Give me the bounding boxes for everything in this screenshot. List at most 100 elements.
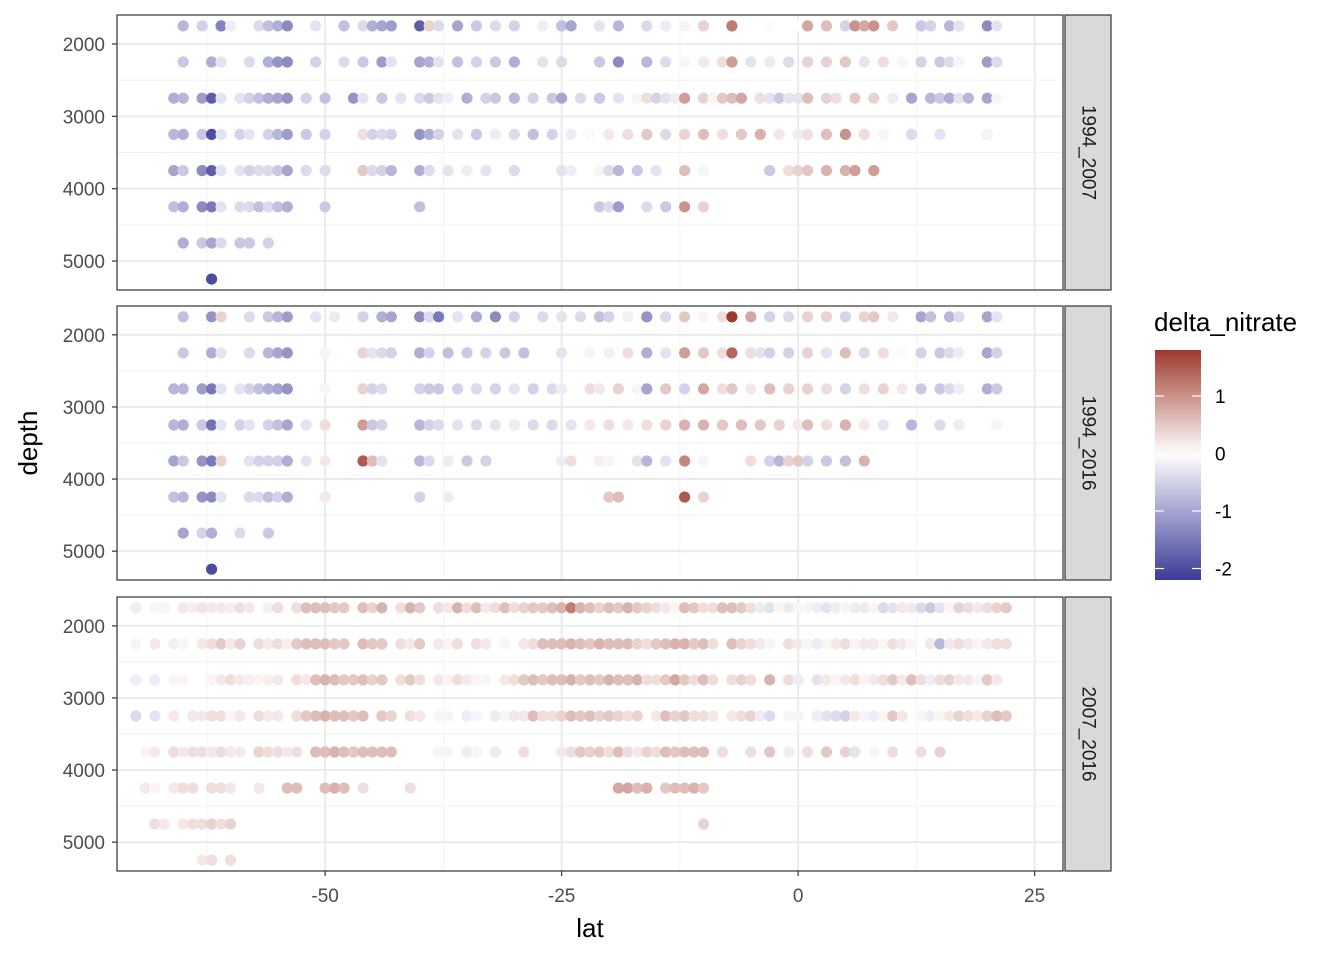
data-point bbox=[802, 20, 814, 32]
data-point bbox=[849, 165, 861, 177]
data-point bbox=[253, 201, 265, 213]
data-point bbox=[991, 56, 1003, 68]
data-point bbox=[962, 602, 975, 614]
data-point bbox=[896, 674, 908, 686]
data-point bbox=[603, 455, 615, 467]
data-point bbox=[792, 92, 804, 104]
data-point bbox=[366, 455, 378, 467]
data-point bbox=[262, 746, 274, 758]
data-point bbox=[196, 20, 208, 32]
data-point bbox=[206, 165, 218, 177]
data-point bbox=[224, 818, 237, 830]
data-point bbox=[934, 674, 946, 686]
data-point bbox=[281, 383, 293, 395]
data-point bbox=[196, 201, 208, 213]
data-point bbox=[385, 710, 397, 722]
data-point bbox=[631, 383, 643, 395]
data-point bbox=[773, 455, 785, 467]
data-point bbox=[168, 638, 180, 650]
data-point bbox=[234, 746, 246, 758]
data-point bbox=[215, 710, 227, 722]
data-point bbox=[385, 20, 397, 32]
data-point bbox=[697, 201, 710, 213]
data-point bbox=[764, 92, 776, 104]
data-point bbox=[877, 383, 889, 395]
data-point bbox=[177, 419, 189, 431]
data-point bbox=[679, 710, 691, 722]
data-point bbox=[991, 92, 1003, 104]
data-point bbox=[196, 746, 208, 758]
data-point bbox=[508, 128, 520, 140]
data-point bbox=[243, 347, 255, 359]
data-point bbox=[849, 638, 861, 650]
data-point bbox=[206, 92, 218, 104]
data-point bbox=[452, 311, 464, 323]
data-point bbox=[177, 347, 189, 359]
data-point bbox=[215, 455, 227, 467]
data-point bbox=[376, 347, 388, 359]
data-point bbox=[527, 419, 539, 431]
data-point bbox=[130, 602, 142, 614]
data-point bbox=[915, 347, 927, 359]
data-point bbox=[300, 710, 312, 722]
data-point bbox=[660, 20, 672, 32]
data-point bbox=[603, 491, 615, 503]
data-point bbox=[158, 602, 170, 614]
data-point bbox=[206, 602, 218, 614]
data-point bbox=[319, 746, 331, 758]
data-point bbox=[593, 201, 606, 213]
data-point bbox=[366, 602, 378, 614]
data-point bbox=[972, 710, 984, 722]
data-point bbox=[660, 347, 672, 359]
data-point bbox=[262, 638, 274, 650]
data-point bbox=[641, 383, 653, 395]
data-point bbox=[518, 710, 530, 722]
data-point bbox=[565, 602, 577, 614]
panel-border bbox=[116, 14, 1064, 291]
data-point bbox=[631, 638, 643, 650]
data-point bbox=[262, 710, 274, 722]
data-point bbox=[262, 419, 274, 431]
data-point bbox=[697, 491, 710, 503]
data-point bbox=[366, 419, 378, 431]
data-point bbox=[981, 128, 993, 140]
data-point bbox=[215, 383, 227, 395]
data-point bbox=[329, 602, 341, 614]
data-point bbox=[679, 128, 691, 140]
data-point bbox=[612, 491, 625, 503]
data-point bbox=[423, 128, 435, 140]
data-point bbox=[319, 455, 331, 467]
data-point bbox=[631, 92, 643, 104]
data-point bbox=[433, 710, 445, 722]
data-point bbox=[858, 311, 870, 323]
data-point bbox=[896, 602, 908, 614]
data-point bbox=[792, 638, 804, 650]
data-point bbox=[906, 419, 918, 431]
data-point bbox=[357, 128, 369, 140]
data-point bbox=[868, 602, 880, 614]
data-point bbox=[272, 311, 284, 323]
data-point bbox=[565, 746, 577, 758]
data-point bbox=[962, 710, 975, 722]
data-point bbox=[830, 602, 842, 614]
data-point bbox=[366, 674, 378, 686]
data-point bbox=[754, 638, 766, 650]
data-point bbox=[802, 165, 814, 177]
data-point bbox=[433, 383, 445, 395]
data-point bbox=[792, 128, 804, 140]
data-point bbox=[234, 710, 246, 722]
data-point bbox=[631, 455, 643, 467]
data-point bbox=[716, 56, 729, 68]
data-point bbox=[584, 128, 596, 140]
data-point bbox=[887, 602, 899, 614]
data-point bbox=[395, 92, 407, 104]
data-point bbox=[622, 128, 634, 140]
data-point bbox=[603, 674, 615, 686]
data-point bbox=[537, 20, 549, 32]
data-point bbox=[300, 165, 312, 177]
data-point bbox=[196, 128, 208, 140]
data-point bbox=[546, 419, 558, 431]
data-point bbox=[679, 383, 691, 395]
data-point bbox=[679, 92, 691, 104]
data-point bbox=[915, 56, 927, 68]
